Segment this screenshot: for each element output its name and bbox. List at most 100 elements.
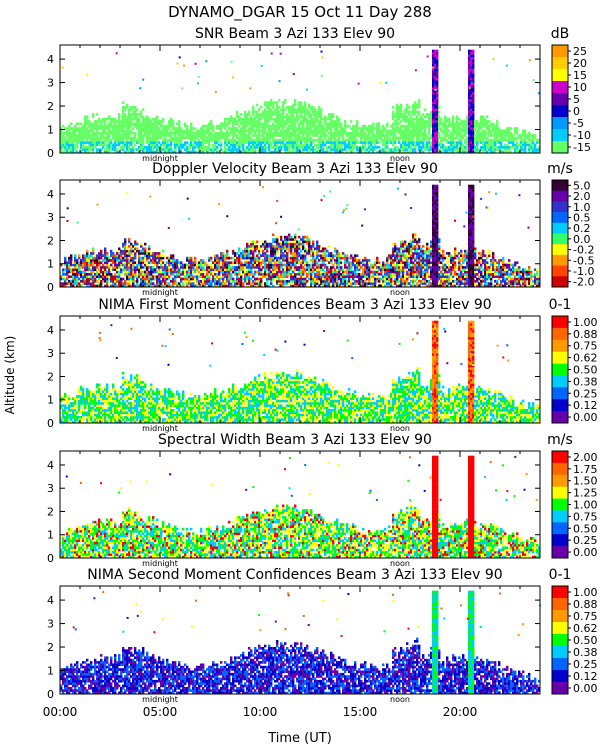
heatmap-cell (134, 271, 136, 274)
heatmap-cell (146, 264, 148, 267)
heatmap-cell (258, 266, 260, 269)
heatmap-cell (494, 144, 496, 147)
heatmap-cell (210, 120, 212, 123)
heatmap-cell (98, 273, 100, 276)
heatmap-cell (268, 106, 270, 109)
heatmap-cell (158, 252, 160, 255)
heatmap-cell (114, 118, 116, 121)
heatmap-cell (102, 146, 104, 149)
heatmap-cell (132, 264, 134, 267)
heatmap-cell (96, 130, 98, 133)
heatmap-cell (226, 254, 228, 257)
heatmap-cell (110, 273, 112, 276)
heatmap-cell (354, 144, 356, 147)
heatmap-cell (202, 259, 204, 262)
heatmap-cell (190, 123, 192, 126)
heatmap-cell (292, 106, 294, 109)
heatmap-cell (100, 123, 102, 126)
heatmap-cell (142, 141, 144, 144)
heatmap-cell (250, 132, 252, 135)
heatmap-cell (396, 125, 398, 128)
heatmap-cell (472, 76, 474, 79)
heatmap-cell (78, 278, 80, 281)
heatmap-cell (148, 248, 150, 251)
heatmap-cell (106, 252, 108, 255)
heatmap-cell (70, 254, 72, 257)
heatmap-cell (318, 106, 320, 109)
heatmap-cell (230, 273, 232, 276)
heatmap-cell (302, 243, 304, 246)
heatmap-cell (280, 238, 282, 241)
heatmap-cell (250, 115, 252, 118)
heatmap-cell (146, 259, 148, 262)
heatmap-cell (146, 268, 148, 271)
heatmap-speckle (195, 63, 197, 65)
heatmap-cell (386, 125, 388, 128)
heatmap-cell (144, 261, 146, 264)
heatmap-cell (396, 120, 398, 123)
heatmap-cell (190, 125, 192, 128)
heatmap-cell (240, 113, 242, 116)
heatmap-cell (96, 280, 98, 283)
heatmap-cell (400, 106, 402, 109)
y-tick-label: 0 (47, 147, 54, 160)
heatmap-cell (462, 137, 464, 140)
heatmap-cell (438, 115, 440, 118)
heatmap-speckle (506, 65, 508, 67)
heatmap-cell (304, 257, 306, 260)
heatmap-cell (134, 245, 136, 248)
heatmap-cell (456, 146, 458, 149)
heatmap-cell (294, 275, 296, 278)
heatmap-cell (228, 134, 230, 137)
heatmap-cell (152, 148, 154, 151)
heatmap-cell (292, 271, 294, 274)
heatmap-cell (452, 134, 454, 137)
heatmap-cell (156, 115, 158, 118)
heatmap-cell (86, 139, 88, 142)
heatmap-cell (260, 118, 262, 121)
heatmap-cell (238, 259, 240, 262)
heatmap-cell (406, 108, 408, 111)
heatmap-cell (148, 257, 150, 260)
heatmap-cell (302, 238, 304, 241)
heatmap-cell (136, 278, 138, 281)
heatmap-cell (338, 120, 340, 123)
heatmap-cell (364, 146, 366, 149)
heatmap-cell (244, 132, 246, 135)
heatmap-cell (472, 104, 474, 107)
heatmap-cell (258, 108, 260, 111)
heatmap-cell (322, 148, 324, 151)
heatmap-cell (236, 127, 238, 130)
heatmap-cell (86, 252, 88, 255)
heatmap-cell (424, 127, 426, 130)
heatmap-cell (130, 115, 132, 118)
heatmap-cell (126, 248, 128, 251)
heatmap-cell (188, 148, 190, 151)
heatmap-cell (278, 259, 280, 262)
heatmap-cell (436, 80, 438, 83)
heatmap-cell (122, 101, 124, 104)
heatmap-cell (452, 115, 454, 118)
heatmap-cell (124, 243, 126, 246)
heatmap-cell (436, 108, 438, 111)
heatmap-cell (236, 275, 238, 278)
heatmap-cell (262, 134, 264, 137)
heatmap-cell (110, 250, 112, 253)
heatmap-cell (108, 137, 110, 140)
heatmap-cell (292, 115, 294, 118)
heatmap-cell (276, 108, 278, 111)
heatmap-cell (300, 264, 302, 267)
heatmap-cell (136, 248, 138, 251)
heatmap-cell (276, 238, 278, 241)
heatmap-speckle (183, 65, 185, 67)
heatmap-cell (158, 141, 160, 144)
heatmap-cell (92, 115, 94, 118)
heatmap-cell (110, 141, 112, 144)
heatmap-cell (220, 146, 222, 149)
heatmap-cell (70, 257, 72, 260)
heatmap-cell (114, 261, 116, 264)
heatmap-cell (170, 134, 172, 137)
heatmap-cell (264, 252, 266, 255)
heatmap-cell (362, 130, 364, 133)
heatmap-cell (252, 127, 254, 130)
